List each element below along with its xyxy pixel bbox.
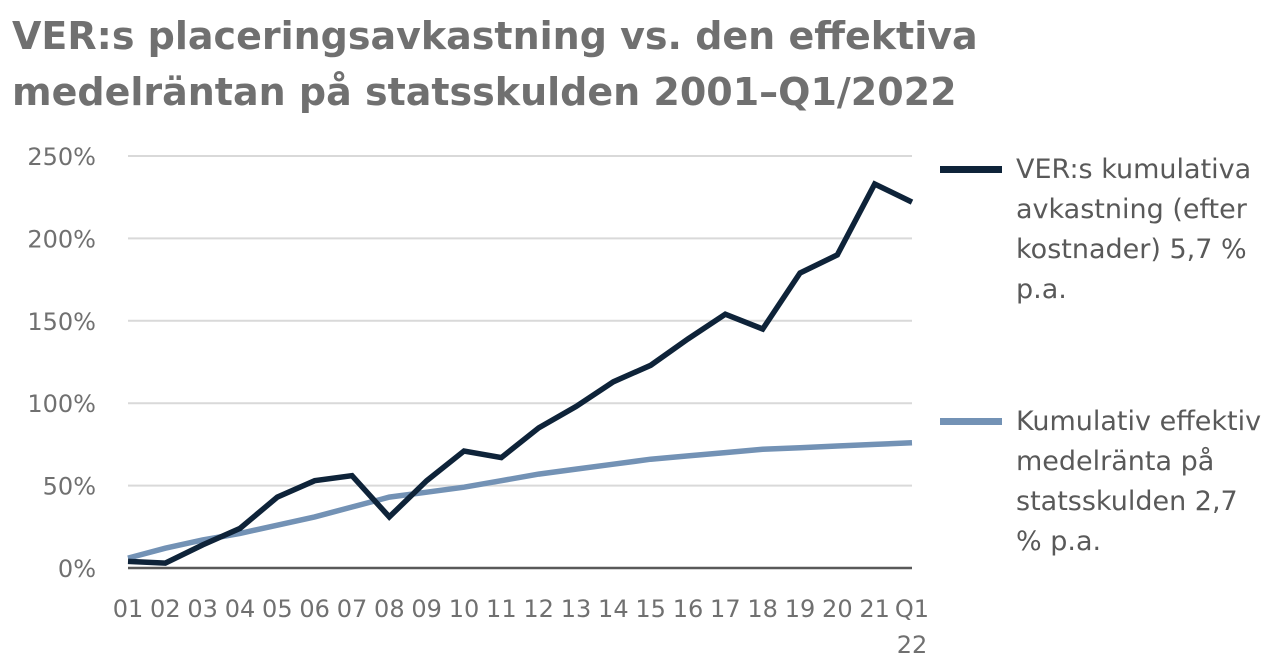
legend: VER:s kumulativa avkastning (efter kostn… — [940, 150, 1280, 310]
x-tick-label: Q1 22 — [895, 595, 929, 659]
y-tick-label: 250% — [27, 143, 96, 171]
chart-title-line-2: medelräntan på statsskulden 2001–Q1/2022 — [12, 70, 957, 114]
x-tick-label: 16 — [673, 595, 704, 623]
x-tick-label: 21 — [859, 595, 890, 623]
x-tick-label: 11 — [486, 595, 517, 623]
x-tick-label: 03 — [187, 595, 218, 623]
x-tick-label: 12 — [523, 595, 554, 623]
x-tick-label: 20 — [822, 595, 853, 623]
x-tick-label: 19 — [785, 595, 816, 623]
x-tick-label: 06 — [299, 595, 330, 623]
x-tick-label: 14 — [598, 595, 629, 623]
legend-label-ver-returns: VER:s kumulativa avkastning (efter kostn… — [1016, 154, 1252, 305]
y-tick-label: 100% — [27, 390, 96, 418]
x-tick-label: 08 — [374, 595, 405, 623]
legend-swatch-ver-returns — [940, 166, 1002, 173]
x-tick-label: 09 — [411, 595, 442, 623]
legend-second: Kumulativ effektiv medelränta på statssk… — [940, 402, 1280, 562]
legend-label-interest-rate: Kumulativ effektiv medelränta på statssk… — [1016, 406, 1262, 557]
gridlines — [128, 155, 912, 570]
x-tick-label: 01 — [113, 595, 144, 623]
x-tick-label: 17 — [710, 595, 741, 623]
chart-title-line-1: VER:s placeringsavkastning vs. den effek… — [12, 14, 978, 58]
y-axis-tick-labels: 0% 50% 100% 150% 200% 250% — [27, 143, 96, 583]
x-tick-label: 15 — [635, 595, 666, 623]
y-tick-label: 50% — [43, 473, 96, 501]
legend-item-ver-returns: VER:s kumulativa avkastning (efter kostn… — [940, 150, 1280, 310]
x-tick-label: 10 — [449, 595, 480, 623]
series-line-interest-rate — [127, 440, 913, 561]
y-tick-label: 150% — [27, 308, 96, 336]
x-tick-label: 18 — [747, 595, 778, 623]
x-tick-label: 05 — [262, 595, 293, 623]
legend-item-interest-rate: Kumulativ effektiv medelränta på statssk… — [940, 402, 1280, 562]
legend-swatch-interest-rate — [940, 418, 1002, 425]
x-axis-tick-labels: 01 02 03 04 05 06 07 08 09 10 11 12 13 14 15 16 17 18 19 20… — [113, 595, 929, 659]
y-tick-label: 200% — [27, 225, 96, 253]
x-tick-label: 02 — [150, 595, 181, 623]
y-tick-label: 0% — [58, 555, 96, 583]
x-tick-label: 13 — [561, 595, 592, 623]
x-tick-label: 04 — [225, 595, 256, 623]
series-lines — [127, 180, 914, 566]
series-line-ver-returns — [127, 180, 914, 566]
chart-title: VER:s placeringsavkastning vs. den effek… — [12, 8, 1012, 120]
x-tick-label: 07 — [337, 595, 368, 623]
